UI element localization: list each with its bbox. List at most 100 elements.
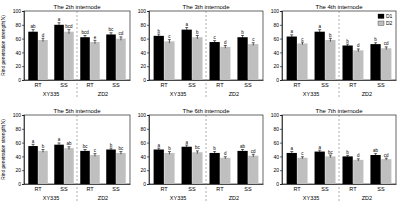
plot-frame bbox=[149, 115, 263, 184]
error-bar-cap bbox=[252, 154, 255, 155]
x-tick-label: RT bbox=[349, 186, 357, 192]
bar bbox=[381, 48, 391, 80]
error-bar bbox=[93, 40, 96, 43]
error-bar-cap bbox=[213, 40, 216, 41]
significance-letter: a bbox=[32, 139, 35, 144]
error-bar-cap bbox=[224, 156, 227, 157]
y-tick: 80 bbox=[15, 22, 24, 28]
error-bar-stem bbox=[111, 33, 112, 36]
significance-letter: cd bbox=[384, 41, 389, 46]
error-bar-stem bbox=[85, 150, 86, 153]
error-bar-stem bbox=[242, 35, 243, 38]
x-tick-label: RT bbox=[293, 82, 301, 88]
bar bbox=[164, 153, 174, 184]
x-tick: RT bbox=[34, 80, 42, 88]
y-tick: 0 bbox=[143, 181, 149, 187]
significance-letter: bc bbox=[109, 27, 115, 32]
x-tick: RT bbox=[160, 80, 168, 88]
x-tick: SS bbox=[112, 80, 120, 88]
error-bar bbox=[318, 30, 321, 34]
error-bar bbox=[168, 40, 171, 43]
x-axis-line bbox=[150, 80, 264, 81]
x-tick-label: RT bbox=[34, 186, 42, 192]
error-bar bbox=[196, 35, 199, 38]
error-bar-cap bbox=[290, 151, 293, 152]
significance-letter: cd bbox=[251, 149, 256, 154]
y-axis: 020406080100 bbox=[138, 8, 150, 83]
y-tick-mark bbox=[280, 156, 282, 157]
y-tick-label: 100 bbox=[271, 8, 280, 14]
x-tick-label: SS bbox=[112, 82, 120, 88]
significance-letter: a bbox=[157, 143, 160, 148]
x-axis: RTSSRTSS bbox=[283, 184, 397, 192]
significance-letter: ab bbox=[240, 144, 246, 149]
panel: The 6th internode020406080100RTSSRTSSXY3… bbox=[138, 108, 264, 203]
y-axis-title: Rind penetration strength(N) bbox=[1, 15, 6, 76]
y-tick: 80 bbox=[140, 126, 149, 132]
bars bbox=[28, 143, 125, 184]
y-tick-label: 20 bbox=[273, 167, 279, 173]
group-separator bbox=[206, 11, 207, 98]
y-tick: 40 bbox=[140, 154, 149, 160]
y-tick-mark bbox=[22, 184, 24, 185]
y-tick-label: 100 bbox=[271, 112, 280, 118]
error-bar-stem bbox=[225, 157, 226, 159]
bar bbox=[237, 151, 247, 184]
significance-letter: ab bbox=[373, 148, 379, 153]
significance-letter: c bbox=[214, 35, 217, 40]
plot-frame bbox=[282, 11, 396, 80]
panel-title: The 3th internode bbox=[182, 4, 230, 10]
bar bbox=[164, 41, 174, 80]
bars bbox=[154, 28, 259, 80]
error-bar-cap bbox=[110, 148, 113, 149]
error-bar-cap bbox=[213, 151, 216, 152]
bar bbox=[381, 159, 391, 184]
letters: ababcdbcdbcdecd bbox=[31, 17, 124, 40]
error-bar-cap bbox=[196, 150, 199, 151]
error-bar-cap bbox=[357, 158, 360, 159]
significance-letter: bc bbox=[195, 145, 201, 150]
significance-letter: cd bbox=[384, 153, 389, 158]
error-bar bbox=[84, 35, 87, 38]
x-tick-label: SS bbox=[60, 186, 68, 192]
error-bar-stem bbox=[242, 150, 243, 153]
x-tick-label: RT bbox=[86, 82, 94, 88]
bar bbox=[90, 42, 100, 80]
y-tick-mark bbox=[22, 25, 24, 26]
error-bar bbox=[213, 41, 216, 44]
x-tick: SS bbox=[188, 184, 196, 192]
panel: The 4th internode020406080100RTSSRTSSXY3… bbox=[271, 4, 397, 99]
error-bar-cap bbox=[93, 153, 96, 154]
letters: aababcbcdcd bbox=[290, 145, 389, 159]
bar bbox=[325, 156, 335, 184]
x-tick-label: RT bbox=[216, 82, 224, 88]
group-label: XY335 bbox=[303, 195, 320, 201]
error-bar-stem bbox=[358, 159, 359, 161]
y-tick-label: 100 bbox=[13, 112, 22, 118]
error-bar-stem bbox=[186, 145, 187, 148]
y-tick-label: 80 bbox=[15, 126, 21, 132]
y-tick-label: 0 bbox=[276, 77, 279, 83]
y-axis-line bbox=[147, 116, 150, 185]
error-bar-stem bbox=[33, 30, 34, 34]
error-bar bbox=[110, 148, 113, 151]
error-bar bbox=[157, 148, 160, 151]
x-axis: RTSSRTSS bbox=[25, 184, 131, 192]
significance-letter: d bbox=[224, 151, 227, 156]
x-tick: RT bbox=[86, 184, 94, 192]
error-bar bbox=[110, 33, 113, 36]
x-tick: SS bbox=[244, 184, 252, 192]
significance-letter: a bbox=[58, 137, 61, 142]
bar bbox=[106, 34, 116, 80]
y-tick-label: 0 bbox=[143, 181, 146, 187]
error-bar bbox=[290, 35, 293, 38]
error-bar-cap bbox=[301, 42, 304, 43]
y-tick: 0 bbox=[276, 77, 282, 83]
group-separator bbox=[77, 115, 78, 202]
y-tick-mark bbox=[22, 115, 24, 116]
x-axis: RTSSRTSS bbox=[25, 80, 131, 88]
error-bar-stem bbox=[186, 28, 187, 32]
y-axis: 020406080100 bbox=[13, 8, 25, 83]
x-tick-label: RT bbox=[349, 82, 357, 88]
group-label: XY335 bbox=[43, 195, 60, 201]
